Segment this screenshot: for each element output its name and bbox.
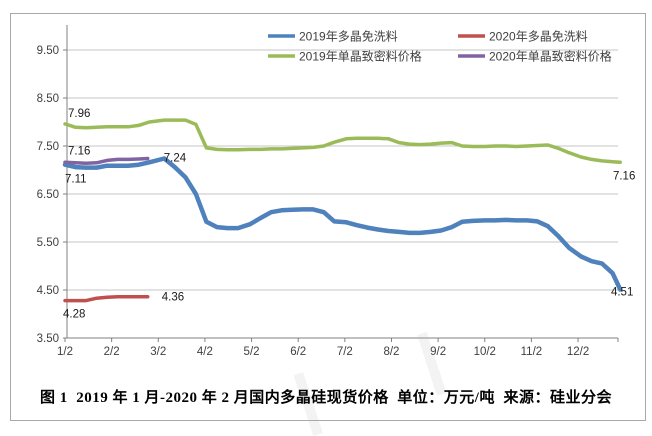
series-line-poly2020 <box>63 294 150 303</box>
data-label-poly2020-4.36: 4.36 <box>162 292 184 304</box>
legend-label: 2020年多晶免洗料 <box>489 29 588 44</box>
legend-label: 2019年多晶免洗料 <box>299 29 398 44</box>
legend-label: 2019年单晶致密料价格 <box>299 49 422 64</box>
x-axis-label: 9/2 <box>430 346 446 358</box>
x-axis-label: 2/2 <box>104 346 120 358</box>
series-line-mono2019 <box>63 118 622 165</box>
figure-caption: 图 1 2019 年 1 月-2020 年 2 月国内多晶硅现货价格 单位：万元… <box>40 390 612 406</box>
x-axis-label: 6/2 <box>290 346 306 358</box>
price-chart: 9.50 8.50 7.50 6.50 5.50 4.50 3.501/2 2/2 3/2 4/2… <box>37 25 635 358</box>
x-axis-label: 3/2 <box>150 346 166 358</box>
legend-item-poly2020: 2020年多晶免洗料 <box>458 29 588 44</box>
legend-label: 2020年单晶致密料价格 <box>489 49 612 64</box>
data-label-mono2019-7.16: 7.16 <box>613 170 635 182</box>
x-axis-label: 10/2 <box>474 346 496 358</box>
y-axis-label: 7.50 <box>37 141 59 153</box>
legend-item-mono2020: 2020年单晶致密料价格 <box>458 49 612 64</box>
y-axis-label: 5.50 <box>37 237 59 249</box>
y-axis-label: 6.50 <box>37 189 59 201</box>
data-label-mono2019-7.96: 7.96 <box>68 108 90 120</box>
y-axis-label: 4.50 <box>37 285 59 297</box>
x-axis-label: 5/2 <box>244 346 260 358</box>
x-axis-label: 12/2 <box>567 346 589 358</box>
x-axis-label: 11/2 <box>521 346 543 358</box>
x-axis-label: 7/2 <box>337 346 353 358</box>
x-axis-label: 8/2 <box>383 346 399 358</box>
x-axis-label: 4/2 <box>197 346 213 358</box>
data-label-poly2020-4.28: 4.28 <box>63 309 85 321</box>
series-line-poly2019 <box>62 156 623 292</box>
y-axis-label: 3.50 <box>37 333 59 345</box>
legend-item-poly2019: 2019年多晶免洗料 <box>268 29 398 44</box>
y-axis-label: 9.50 <box>37 45 59 57</box>
legend-item-mono2019: 2019年单晶致密料价格 <box>268 49 422 64</box>
figure-container: 9.50 8.50 7.50 6.50 5.50 4.50 3.50 1/2 2/2 3/2 4/2… <box>10 13 646 436</box>
y-axis-label: 8.50 <box>37 93 59 105</box>
data-label-poly2019-7.11: 7.11 <box>65 174 87 186</box>
data-label-mono2020-7.16: 7.16 <box>68 145 90 157</box>
x-axis-label: 1/2 <box>57 346 73 358</box>
data-label-poly2019-4.51: 4.51 <box>611 287 633 299</box>
data-label-mono2020-7.24: 7.24 <box>164 152 187 164</box>
series-line-mono2020 <box>63 156 150 166</box>
